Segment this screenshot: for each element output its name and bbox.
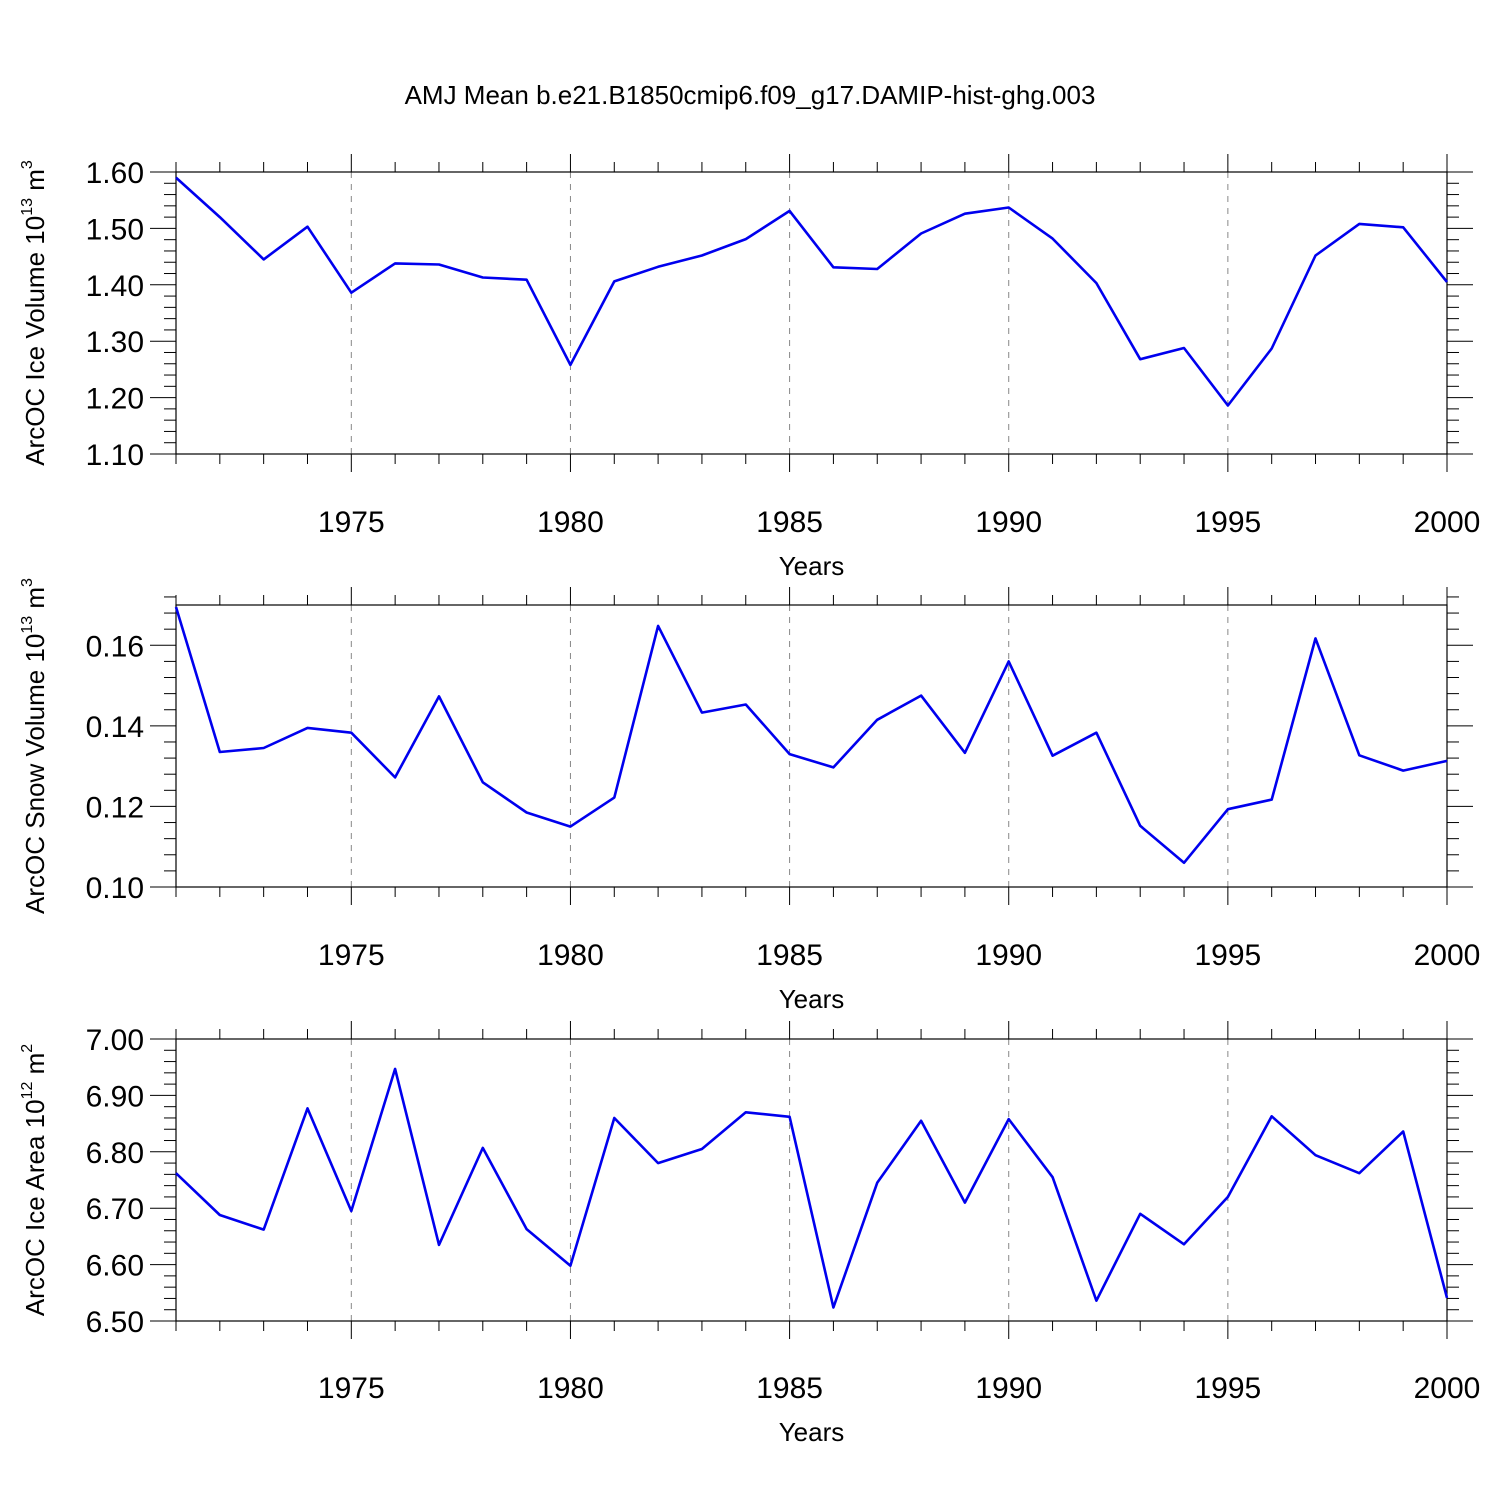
plot-frame bbox=[176, 605, 1447, 887]
x-tick-label: 1985 bbox=[756, 939, 823, 972]
y-tick-label: 1.30 bbox=[86, 326, 144, 359]
y-tick-label: 6.60 bbox=[86, 1250, 144, 1283]
x-tick-label: 1980 bbox=[537, 506, 604, 539]
x-tick-label: 2000 bbox=[1414, 506, 1481, 539]
x-tick-label: 1980 bbox=[537, 939, 604, 972]
x-tick-label: 2000 bbox=[1414, 1372, 1481, 1405]
y-axis-title: ArcOC Ice Area 1012 m2 bbox=[19, 1044, 50, 1316]
x-axis-title: Years bbox=[779, 551, 845, 581]
x-tick-label: 1995 bbox=[1194, 939, 1261, 972]
x-tick-label: 1990 bbox=[975, 506, 1042, 539]
y-tick-label: 1.20 bbox=[86, 383, 144, 416]
plot-frame bbox=[176, 1039, 1447, 1321]
y-tick-label: 0.14 bbox=[86, 711, 144, 744]
x-tick-label: 1995 bbox=[1194, 506, 1261, 539]
x-tick-label: 1975 bbox=[318, 1372, 385, 1405]
x-tick-label: 1980 bbox=[537, 1372, 604, 1405]
y-tick-label: 0.10 bbox=[86, 872, 144, 905]
x-axis-title: Years bbox=[779, 984, 845, 1014]
x-tick-label: 1995 bbox=[1194, 1372, 1261, 1405]
y-tick-label: 1.40 bbox=[86, 270, 144, 303]
panel-2: 1975 1980 1985 1990 1995 2000 0.10 0.12 0.14 0.16… bbox=[19, 578, 1480, 1014]
x-tick-label: 1990 bbox=[975, 1372, 1042, 1405]
y-tick-label: 0.12 bbox=[86, 791, 144, 824]
y-tick-label: 0.16 bbox=[86, 630, 144, 663]
y-tick-label: 6.70 bbox=[86, 1193, 144, 1226]
y-tick-label: 1.10 bbox=[86, 439, 144, 472]
y-tick-label: 6.90 bbox=[86, 1080, 144, 1113]
plot-frame bbox=[176, 172, 1447, 454]
series-line bbox=[176, 178, 1447, 406]
x-axis-title: Years bbox=[779, 1417, 845, 1447]
y-tick-label: 6.80 bbox=[86, 1137, 144, 1170]
y-tick-label: 7.00 bbox=[86, 1024, 144, 1057]
x-tick-label: 1985 bbox=[756, 506, 823, 539]
y-axis-title: ArcOC Snow Volume 1013 m3 bbox=[19, 578, 50, 914]
x-tick-label: 1975 bbox=[318, 939, 385, 972]
x-tick-label: 1985 bbox=[756, 1372, 823, 1405]
panel-3: 1975 1980 1985 1990 1995 2000 6.50 6.60 6.70 6.80… bbox=[19, 1021, 1480, 1447]
figure-title: AMJ Mean b.e21.B1850cmip6.f09_g17.DAMIP-… bbox=[405, 80, 1096, 110]
x-tick-label: 1990 bbox=[975, 939, 1042, 972]
x-tick-label: 1975 bbox=[318, 506, 385, 539]
series-line bbox=[176, 607, 1447, 863]
series-line bbox=[176, 1069, 1447, 1308]
x-tick-label: 2000 bbox=[1414, 939, 1481, 972]
panel-1: 1975 1980 1985 1990 1995 2000 1.10 1.20 1.30 1.40… bbox=[19, 154, 1480, 581]
y-tick-label: 1.60 bbox=[86, 157, 144, 190]
y-tick-label: 6.50 bbox=[86, 1306, 144, 1339]
y-axis-title: ArcOC Ice Volume 1013 m3 bbox=[19, 160, 50, 466]
y-tick-label: 1.50 bbox=[86, 213, 144, 246]
